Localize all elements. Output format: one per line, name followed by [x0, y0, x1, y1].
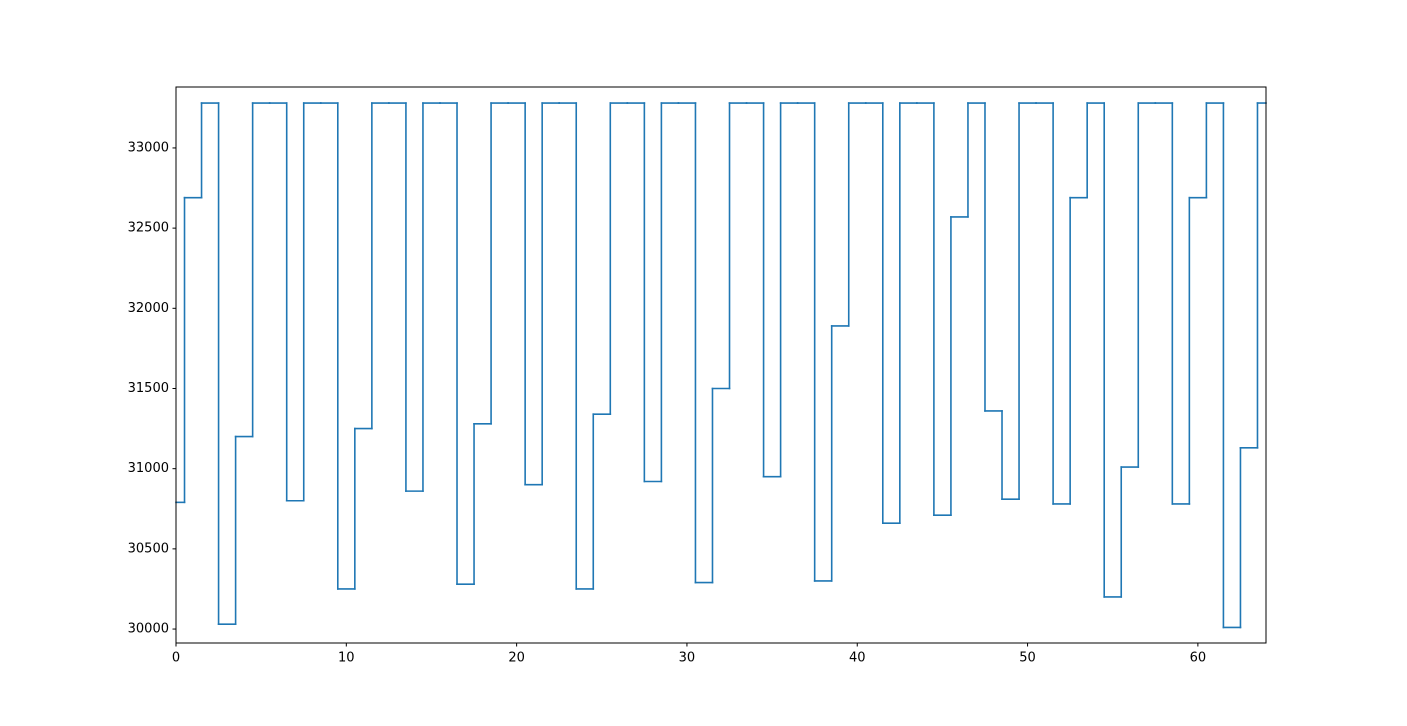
axes-frame: [175, 86, 1267, 644]
y-tick-label: 30500: [128, 541, 169, 556]
x-tick-label: 0: [172, 651, 180, 666]
x-tick-label: 60: [1190, 651, 1207, 666]
x-tick-label: 50: [1019, 651, 1036, 666]
x-tick-label: 10: [338, 651, 355, 666]
plot-area: [175, 102, 1267, 629]
y-tick-label: 32500: [128, 221, 169, 236]
y-tick-label: 33000: [128, 140, 169, 155]
y-tick-label: 31000: [128, 461, 169, 476]
y-tick-label: 32000: [128, 301, 169, 316]
y-tick-label: 31500: [128, 381, 169, 396]
x-tick-label: 30: [679, 651, 696, 666]
x-tick-label: 20: [508, 651, 525, 666]
y-tick-label: 30000: [128, 622, 169, 637]
x-tick-label: 40: [849, 651, 866, 666]
